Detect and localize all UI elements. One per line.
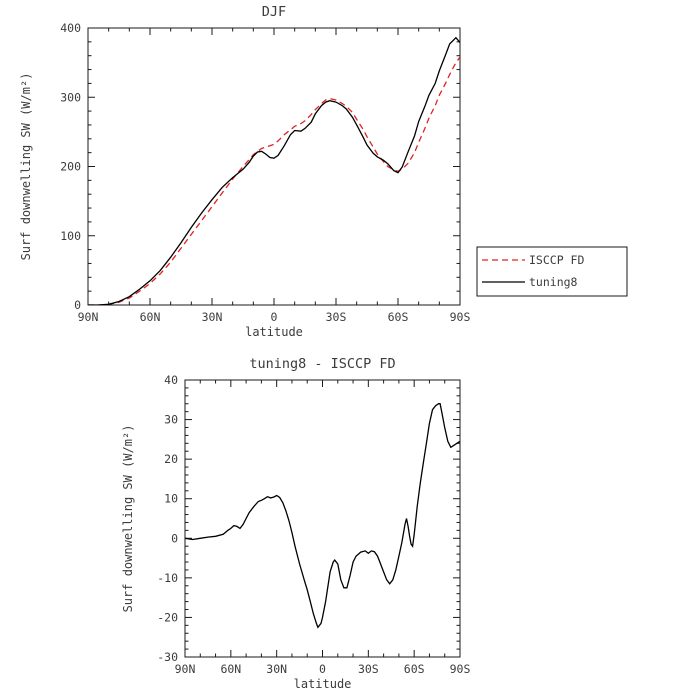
y-tick-label: 100 <box>60 229 81 243</box>
x-tick-label: 30N <box>266 662 287 676</box>
y-tick-label: -30 <box>157 650 178 664</box>
difference-chart: 90N 60N 30N 0 30S 60S 90S -30 -20 -10 0 10 20 30 40 tun… <box>0 350 700 700</box>
x-tick-label: 90S <box>450 310 471 324</box>
legend-box <box>476 246 628 297</box>
axis-labels: 90N 60N 30N 0 30S 60S 90S -30 -20 -10 0 10 20 30 40 <box>157 373 470 676</box>
y-tick-label: 300 <box>60 90 81 104</box>
legend: ISCCP FD tuning8 <box>476 246 628 297</box>
y-tick-label: 0 <box>74 298 81 312</box>
x-tick-label: 60N <box>140 310 161 324</box>
chart-title: DJF <box>262 4 286 20</box>
x-tick-label: 0 <box>319 662 326 676</box>
legend-label: ISCCP FD <box>529 253 584 267</box>
y-axis-label: Surf downwelling SW (W/m²) <box>19 73 33 261</box>
x-tick-label: 90S <box>450 662 471 676</box>
x-tick-label: 30S <box>326 310 347 324</box>
djf-chart-svg: 90N 60N 30N 0 30S 60S 90S 0 100 200 300 400 DJF latit… <box>19 4 628 339</box>
y-tick-label: 0 <box>171 531 178 545</box>
x-tick-label: 30S <box>358 662 379 676</box>
legend-label: tuning8 <box>529 275 578 289</box>
series-line-tuning8 <box>88 36 460 305</box>
y-tick-label: -10 <box>157 571 178 585</box>
axis-labels: 90N 60N 30N 0 30S 60S 90S 0 100 200 300 400 <box>60 21 470 324</box>
series-line-isccp-fd <box>88 56 460 305</box>
y-axis-label: Surf downwelling SW (W/m²) <box>121 425 135 613</box>
axis-ticks <box>87 27 461 306</box>
y-tick-label: 400 <box>60 21 81 35</box>
x-axis-label: latitude <box>245 325 303 339</box>
y-tick-label: -20 <box>157 610 178 624</box>
x-tick-label: 60S <box>388 310 409 324</box>
y-tick-label: 40 <box>164 373 178 387</box>
series-line-tuning8-isccp-fd <box>185 403 460 629</box>
x-tick-label: 60S <box>404 662 425 676</box>
chart-title: tuning8 - ISCCP FD <box>249 356 395 372</box>
y-tick-label: 20 <box>164 452 178 466</box>
x-tick-label: 90N <box>78 310 99 324</box>
djf-chart: 90N 60N 30N 0 30S 60S 90S 0 100 200 300 400 DJF latit… <box>19 4 628 339</box>
y-tick-label: 30 <box>164 413 178 427</box>
y-tick-label: 10 <box>164 492 178 506</box>
x-tick-label: 30N <box>202 310 223 324</box>
x-tick-label: 90N <box>175 662 196 676</box>
x-tick-label: 60N <box>220 662 241 676</box>
x-tick-label: 0 <box>271 310 278 324</box>
x-axis-label: latitude <box>294 677 352 691</box>
difference-chart-svg: 90N 60N 30N 0 30S 60S 90S -30 -20 -10 0 10 20 30 40 tun… <box>121 356 470 691</box>
axis-ticks <box>184 379 461 658</box>
y-tick-label: 200 <box>60 160 81 174</box>
